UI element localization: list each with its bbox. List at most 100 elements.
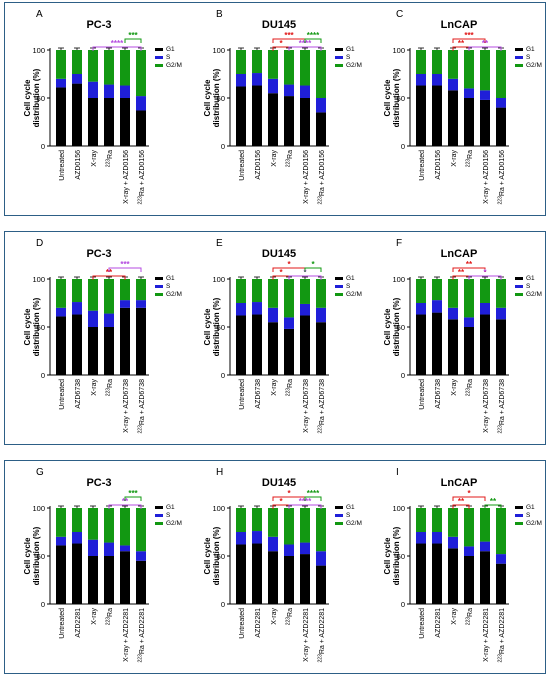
y-axis-label-line: distribution (%) bbox=[212, 68, 221, 127]
legend-swatch bbox=[515, 48, 523, 51]
x-tick-label-sup: 223 bbox=[286, 159, 292, 168]
x-tick-label-part: Ra bbox=[467, 379, 474, 388]
panel-letter: B bbox=[216, 9, 223, 20]
legend-label: S bbox=[526, 283, 531, 290]
x-tick-label: AZD2281 bbox=[75, 608, 82, 638]
x-tick-label-part: Ra bbox=[467, 608, 474, 617]
significance-bracket bbox=[452, 504, 470, 509]
x-tick-label: 223Ra + AZD0156 bbox=[138, 150, 147, 205]
bar-segment-g1 bbox=[432, 85, 442, 146]
legend-swatch bbox=[335, 56, 343, 59]
panel-letter: E bbox=[216, 238, 223, 249]
bar-segment-g1 bbox=[432, 543, 442, 604]
legend-swatch bbox=[155, 514, 163, 517]
bar-segment-s bbox=[252, 302, 262, 315]
significance-bracket bbox=[92, 275, 126, 280]
x-tick-label: X-ray bbox=[271, 608, 278, 625]
chart-title: PC-3 bbox=[86, 477, 111, 489]
legend-swatch bbox=[515, 277, 523, 280]
bar-segment-s bbox=[104, 84, 114, 98]
legend-swatch bbox=[515, 514, 523, 517]
legend-swatch bbox=[155, 506, 163, 509]
bar-segment-s bbox=[268, 536, 278, 552]
bar-segment-g1 bbox=[416, 543, 426, 604]
x-tick-label: 223Ra bbox=[286, 379, 295, 396]
bar-segment-g1 bbox=[252, 543, 262, 604]
y-axis-label-line: Cell cycle bbox=[383, 308, 392, 345]
legend-label: G2/M bbox=[526, 520, 542, 527]
bar-segment-g1 bbox=[56, 87, 66, 146]
panel-letter: D bbox=[36, 238, 43, 249]
chart-h: H DU145 Cell cycledistribution (%) 0 50 100 Un… bbox=[203, 467, 362, 663]
legend-label: G1 bbox=[166, 46, 175, 53]
y-axis-label: Cell cycledistribution (%) bbox=[203, 297, 221, 356]
x-tick-label: AZD6738 bbox=[255, 379, 262, 409]
bar-segment-g2m bbox=[120, 50, 130, 86]
legend-swatch bbox=[515, 506, 523, 509]
x-tick-label-part: Ra bbox=[107, 608, 114, 617]
x-tick-label-sup: 223 bbox=[466, 159, 472, 168]
y-tick-label: 100 bbox=[212, 275, 225, 284]
bar-segment-s bbox=[432, 300, 442, 313]
y-tick-label: 50 bbox=[217, 94, 225, 103]
bar-segment-g1 bbox=[120, 551, 130, 604]
significance-bracket bbox=[468, 46, 502, 51]
significance-label: ** bbox=[482, 39, 489, 48]
legend-swatch bbox=[515, 56, 523, 59]
legend-label: G2/M bbox=[526, 291, 542, 298]
legend-label: S bbox=[166, 283, 171, 290]
bar-segment-s bbox=[432, 74, 442, 86]
x-tick-label-part: Ra + AZD0156 bbox=[139, 150, 146, 196]
bar-segment-g1 bbox=[284, 328, 294, 375]
significance-label: **** bbox=[111, 39, 124, 48]
x-tick-label: Untreated bbox=[239, 608, 246, 639]
x-tick-label-sup: 223 bbox=[498, 196, 504, 205]
bar-segment-g1 bbox=[480, 314, 490, 375]
bar-segment-g1 bbox=[300, 315, 310, 375]
x-tick-label: X-ray + AZD6738 bbox=[483, 379, 490, 433]
bar-segment-g1 bbox=[72, 314, 82, 375]
legend-swatch bbox=[155, 64, 163, 67]
bar-segment-g1 bbox=[56, 545, 66, 604]
significance-label: * bbox=[311, 260, 315, 269]
x-tick-label-part: Ra + AZD0156 bbox=[499, 150, 506, 196]
legend-swatch bbox=[155, 522, 163, 525]
bar-segment-g2m bbox=[284, 279, 294, 318]
chart-a: A PC-3 Cell cycledistribution (%) 0 50 100 Unt… bbox=[23, 9, 182, 205]
bar-segment-s bbox=[236, 74, 246, 87]
significance-bracket bbox=[288, 275, 322, 280]
x-tick-label: 223Ra + AZD2281 bbox=[498, 608, 507, 663]
bar-segment-g2m bbox=[236, 279, 246, 303]
bar-segment-g2m bbox=[316, 50, 326, 98]
y-tick-label: 50 bbox=[397, 323, 405, 332]
panel-letter: F bbox=[396, 238, 402, 249]
significance-bracket bbox=[124, 38, 142, 43]
legend-swatch bbox=[335, 64, 343, 67]
bar-segment-g1 bbox=[104, 327, 114, 375]
x-tick-label-sup: 223 bbox=[318, 425, 324, 434]
bar-segment-g2m bbox=[284, 508, 294, 545]
y-tick-label: 50 bbox=[397, 94, 405, 103]
significance-label: * bbox=[287, 260, 291, 269]
bar-segment-g2m bbox=[252, 50, 262, 74]
x-tick-label: AZD2281 bbox=[255, 608, 262, 638]
chart-g: G PC-3 Cell cycledistribution (%) 0 50 100 Unt… bbox=[23, 467, 182, 662]
x-tick-label: AZD2281 bbox=[435, 608, 442, 638]
figure-row-3: G PC-3 Cell cycledistribution (%) 0 50 100 Unt… bbox=[4, 460, 546, 674]
bar-segment-g1 bbox=[88, 327, 98, 375]
y-axis-label: Cell cycledistribution (%) bbox=[203, 526, 221, 585]
chart-title: DU145 bbox=[262, 477, 296, 489]
bar-segment-g2m bbox=[284, 50, 294, 85]
chart-title: LnCAP bbox=[441, 248, 478, 260]
bar-segment-g2m bbox=[104, 50, 114, 85]
y-axis-label-line: Cell cycle bbox=[23, 537, 32, 574]
significance-label: * bbox=[467, 489, 471, 498]
bar-segment-g1 bbox=[252, 314, 262, 375]
bar-segment-s bbox=[432, 532, 442, 544]
bar-segment-g1 bbox=[284, 556, 294, 604]
bar-segment-s bbox=[316, 551, 326, 566]
bar-segment-s bbox=[284, 84, 294, 97]
bar-segment-s bbox=[284, 544, 294, 556]
chart-title: LnCAP bbox=[441, 477, 478, 489]
x-tick-label-sup: 223 bbox=[318, 654, 324, 663]
